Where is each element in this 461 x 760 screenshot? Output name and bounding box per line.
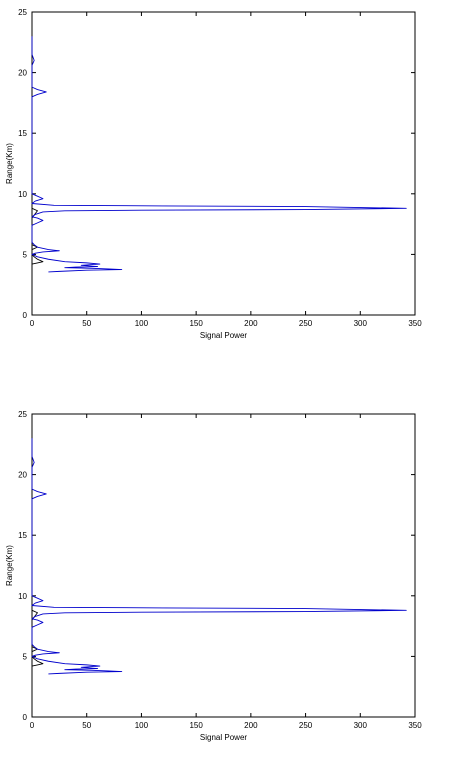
x-tick-label: 150 [189, 319, 203, 328]
series-layer [31, 36, 407, 315]
y-tick-label: 10 [18, 592, 27, 601]
y-axis-label: Range(Km) [5, 143, 14, 184]
series-layer [31, 438, 407, 717]
chart-bottom: 0 50 100 150 200 250 300 350 0 5 10 15 20 25 Signal … [5, 410, 422, 742]
x-axis-label: Signal Power [200, 733, 247, 742]
y-axis-ticks: 0 5 10 15 20 25 [18, 410, 415, 722]
y-tick-label: 5 [23, 250, 28, 259]
y-axis-ticks: 0 5 10 15 20 25 [18, 8, 415, 320]
y-tick-label: 15 [18, 531, 27, 540]
x-tick-label: 0 [30, 721, 35, 730]
x-tick-label: 250 [299, 319, 313, 328]
y-tick-label: 0 [23, 713, 28, 722]
y-tick-label: 15 [18, 129, 27, 138]
x-tick-label: 200 [244, 319, 258, 328]
x-axis-ticks: 0 50 100 150 200 250 300 350 [30, 414, 422, 730]
plot-area-frame [31, 413, 416, 718]
y-tick-label: 20 [18, 69, 27, 78]
x-tick-label: 200 [244, 721, 258, 730]
series-line-2 [31, 438, 407, 675]
x-tick-label: 300 [354, 319, 368, 328]
y-tick-label: 25 [18, 8, 27, 17]
y-tick-label: 5 [23, 652, 28, 661]
plot-area-frame [31, 11, 416, 316]
y-tick-label: 0 [23, 311, 28, 320]
x-tick-label: 100 [135, 721, 149, 730]
x-tick-label: 250 [299, 721, 313, 730]
y-tick-label: 10 [18, 190, 27, 199]
x-tick-label: 350 [408, 319, 422, 328]
x-tick-label: 0 [30, 319, 35, 328]
series-line-2 [31, 36, 407, 273]
x-tick-label: 300 [354, 721, 368, 730]
y-tick-label: 20 [18, 471, 27, 480]
x-tick-label: 350 [408, 721, 422, 730]
chart-top: 0 50 100 150 200 250 300 350 0 5 10 15 20 25 Signal … [5, 8, 422, 340]
x-tick-label: 150 [189, 721, 203, 730]
y-tick-label: 25 [18, 410, 27, 419]
x-tick-label: 100 [135, 319, 149, 328]
x-tick-label: 50 [82, 721, 91, 730]
x-tick-label: 50 [82, 319, 91, 328]
y-axis-label: Range(Km) [5, 545, 14, 586]
x-axis-label: Signal Power [200, 331, 247, 340]
x-axis-ticks: 0 50 100 150 200 250 300 350 [30, 12, 422, 328]
